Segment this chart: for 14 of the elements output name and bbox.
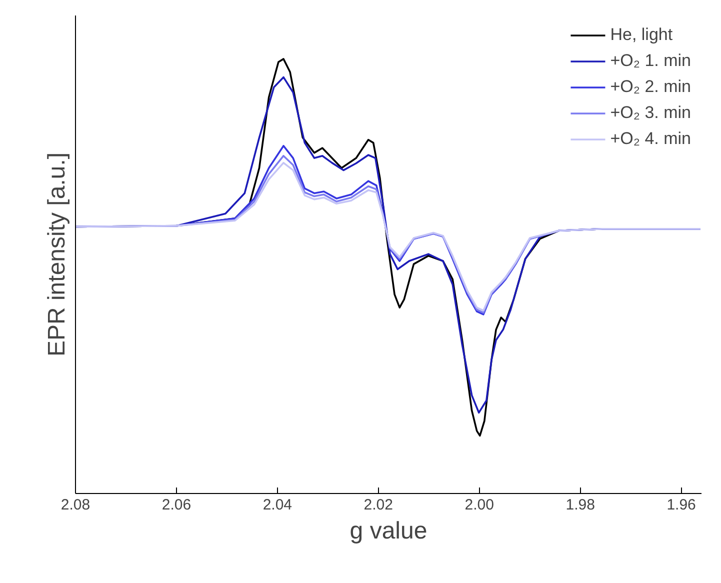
legend-label: +O₂ 4. min bbox=[610, 129, 691, 149]
x-tick-label: 2.04 bbox=[262, 496, 292, 514]
x-tick-label: 1.98 bbox=[566, 496, 595, 514]
x-axis-title: g value bbox=[350, 518, 428, 544]
legend-label: +O₂ 1. min bbox=[610, 51, 691, 71]
legend-label: +O₂ 3. min bbox=[610, 103, 691, 123]
legend-label: +O₂ 2. min bbox=[610, 77, 691, 97]
x-tick-label: 1.96 bbox=[666, 496, 696, 514]
y-axis-title: EPR intensity [a.u.] bbox=[44, 152, 70, 357]
x-tick-label: 2.02 bbox=[364, 496, 394, 514]
legend-label: He, light bbox=[610, 25, 673, 45]
x-tick-label: 2.00 bbox=[464, 496, 494, 514]
x-tick-label: 2.06 bbox=[162, 496, 192, 514]
x-tick-label: 2.08 bbox=[60, 496, 90, 514]
